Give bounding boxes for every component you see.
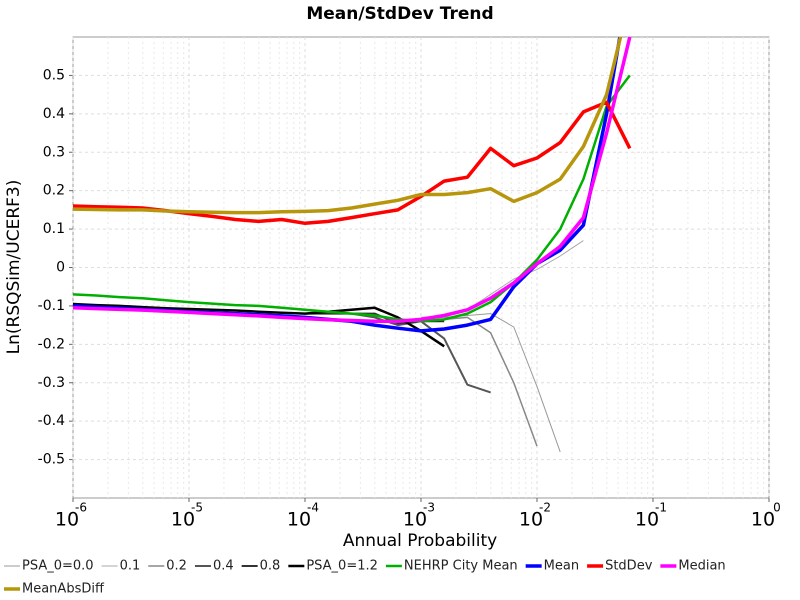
x-tick-label: 10 [519, 509, 543, 531]
legend-label: PSA_0=1.2 [306, 559, 378, 574]
y-tick-label: 0 [56, 260, 65, 276]
y-tick-label: 0.3 [43, 144, 65, 160]
legend-label: StdDev [605, 559, 653, 574]
x-tick-exponent: -6 [75, 501, 87, 515]
legend-label: MeanAbsDiff [22, 582, 105, 597]
series-line [73, 37, 623, 215]
y-tick-label: -0.4 [38, 413, 65, 429]
series-line [420, 316, 538, 447]
y-tick-label: 0.2 [43, 183, 65, 199]
series-line [73, 302, 445, 348]
x-tick-label: 10 [287, 509, 311, 531]
x-tick-label: 10 [171, 509, 195, 531]
x-tick-exponent: -5 [191, 501, 203, 515]
x-tick-exponent: -2 [539, 501, 551, 515]
legend-label: 0.1 [120, 559, 141, 574]
y-axis-label: Ln(RSQSim/UCERF3) [4, 180, 24, 355]
y-tick-label: 0.4 [43, 106, 65, 122]
y-tick-label: -0.2 [38, 336, 65, 352]
legend-label: 0.4 [213, 559, 234, 574]
y-tick-label: -0.1 [38, 298, 65, 314]
x-tick-exponent: -3 [423, 501, 435, 515]
y-tick-label: -0.3 [38, 375, 65, 391]
legend-label: Mean [544, 559, 579, 574]
x-tick-label: 10 [55, 509, 79, 531]
legend-label: 0.8 [260, 559, 281, 574]
series-line [73, 37, 622, 333]
x-tick-exponent: -4 [307, 501, 319, 515]
x-axis-label: Annual Probability [343, 531, 497, 551]
series-line [73, 100, 632, 226]
chart-title: Mean/StdDev Trend [306, 4, 493, 24]
legend-label: 0.2 [166, 559, 187, 574]
series-line [73, 37, 632, 324]
x-tick-label: 10 [403, 509, 427, 531]
y-tick-label: 0.1 [43, 221, 65, 237]
plot-area [73, 37, 632, 453]
series-line [73, 74, 631, 323]
legend-label: PSA_0=0.0 [22, 559, 94, 574]
x-tick-exponent: -1 [655, 501, 667, 515]
x-tick-exponent: 0 [773, 501, 781, 515]
x-tick-label: 10 [751, 509, 775, 531]
y-tick-label: -0.5 [38, 452, 65, 468]
y-tick-label: 0.5 [43, 67, 65, 83]
legend-label: NEHRP City Mean [404, 559, 518, 574]
x-tick-label: 10 [635, 509, 659, 531]
legend-label: Median [678, 559, 725, 574]
